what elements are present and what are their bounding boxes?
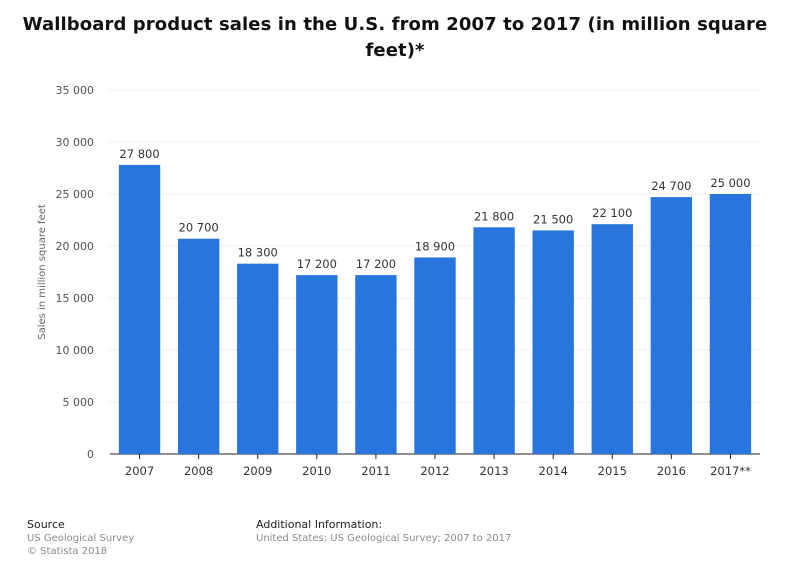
x-tick-label: 2008 bbox=[184, 464, 213, 478]
x-tick-label: 2012 bbox=[420, 464, 449, 478]
x-tick-label: 2009 bbox=[243, 464, 272, 478]
bar bbox=[118, 164, 161, 454]
y-axis-ticks: 0 5 000 10 000 15 000 20 000 25 000 30 000 35 0… bbox=[56, 84, 95, 461]
data-label: 18 900 bbox=[415, 239, 455, 253]
data-label: 24 700 bbox=[651, 179, 691, 193]
bar bbox=[177, 238, 220, 454]
source-line[interactable]: US Geological Survey bbox=[27, 533, 135, 544]
data-label: 17 200 bbox=[356, 257, 396, 271]
x-axis-ticks: 2007 2008 2009 2010 2011 2012 2013 2014 2015 2016… bbox=[125, 454, 751, 478]
data-label: 22 100 bbox=[592, 206, 632, 220]
bar bbox=[650, 197, 693, 454]
chart-title: Wallboard product sales in the U.S. from… bbox=[22, 14, 768, 61]
y-tick-label: 5 000 bbox=[63, 396, 95, 409]
y-tick-label: 25 000 bbox=[56, 188, 95, 201]
x-tick-label: 2016 bbox=[657, 464, 686, 478]
copyright-line: © Statista 2018 bbox=[27, 546, 108, 557]
y-tick-label: 15 000 bbox=[56, 292, 95, 305]
y-tick-label: 20 000 bbox=[56, 240, 95, 253]
data-label: 21 500 bbox=[533, 212, 573, 226]
bar bbox=[414, 257, 456, 454]
source-section: Source US Geological Survey © Statista 2… bbox=[27, 518, 134, 558]
additional-info-section: Additional Information: United States; U… bbox=[256, 518, 511, 545]
bar bbox=[237, 263, 279, 454]
x-tick-label: 2017** bbox=[710, 464, 751, 478]
data-label: 25 000 bbox=[710, 176, 750, 190]
y-axis-label: Sales in million square feet bbox=[37, 204, 48, 340]
x-tick-label: 2015 bbox=[598, 464, 627, 478]
bar-chart: 0 5 000 10 000 15 000 20 000 25 000 30 000 35 0… bbox=[37, 84, 760, 478]
x-tick-label: 2014 bbox=[539, 464, 568, 478]
data-label: 27 800 bbox=[119, 147, 159, 161]
data-labels: 27 800 20 700 18 300 17 200 17 200 18 900 21 8… bbox=[119, 147, 750, 271]
x-tick-label: 2007 bbox=[125, 464, 154, 478]
x-tick-label: 2011 bbox=[361, 464, 390, 478]
source-heading: Source bbox=[27, 518, 65, 531]
bar bbox=[709, 194, 752, 454]
data-label: 20 700 bbox=[179, 221, 219, 235]
data-label: 18 300 bbox=[238, 246, 278, 260]
additional-info-text: United States; US Geological Survey; 200… bbox=[256, 533, 512, 544]
bars bbox=[118, 164, 752, 454]
data-label: 17 200 bbox=[297, 257, 337, 271]
bar bbox=[355, 275, 397, 454]
bar bbox=[473, 227, 515, 454]
bar bbox=[532, 230, 574, 454]
y-tick-label: 0 bbox=[87, 448, 94, 461]
bar bbox=[296, 275, 338, 454]
additional-info-heading: Additional Information: bbox=[256, 518, 383, 531]
y-tick-label: 35 000 bbox=[56, 84, 95, 97]
x-tick-label: 2013 bbox=[479, 464, 508, 478]
y-tick-label: 10 000 bbox=[56, 344, 95, 357]
bar bbox=[591, 224, 633, 454]
x-tick-label: 2010 bbox=[302, 464, 331, 478]
data-label: 21 800 bbox=[474, 209, 514, 223]
y-tick-label: 30 000 bbox=[56, 136, 95, 149]
